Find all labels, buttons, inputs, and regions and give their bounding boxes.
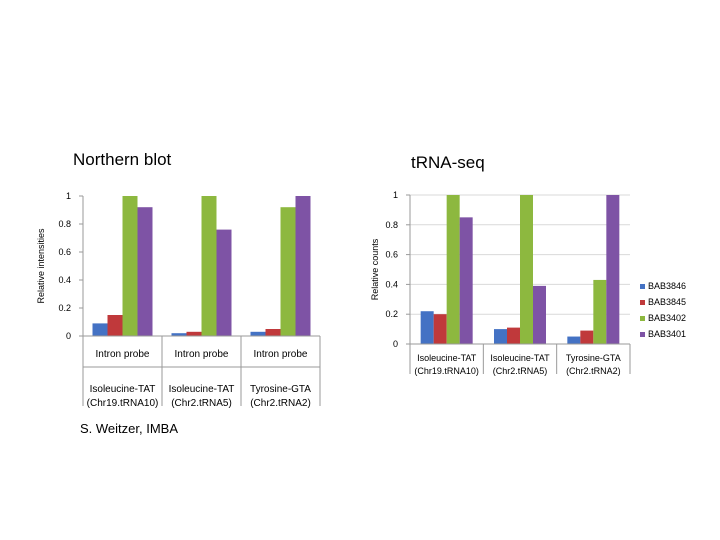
y-tick-label: 1 [393,190,398,200]
y-tick-label: 0.8 [385,220,398,230]
y-tick-label: 0.4 [58,275,71,285]
y-axis-label: Relative counts [370,238,380,300]
category-locus-label: (Chr2.tRNA2) [566,366,621,376]
category-gene-label: Isoleucine-TAT [490,353,550,363]
category-probe-label: Intron probe [254,349,308,360]
northern-blot-title: Northern blot [73,150,172,169]
bar-bab3845 [580,330,594,344]
category-gene-label: Isoleucine-TAT [90,384,156,395]
y-tick-label: 0.4 [385,279,398,289]
category-locus-label: (Chr2.tRNA5) [171,398,232,409]
bar-bab3402 [446,195,460,344]
bar-bab3402 [520,195,533,344]
bar-bab3402 [280,207,296,336]
category-locus-label: (Chr2.tRNA2) [250,398,311,409]
bar-bab3845 [186,331,202,336]
category-probe-label: Intron probe [96,349,150,360]
y-tick-label: 0.6 [385,250,398,260]
y-tick-label: 0 [393,339,398,349]
bar-bab3846 [567,336,581,344]
legend-swatch-bab3402 [640,316,645,321]
y-tick-label: 1 [66,191,71,201]
credit-text: S. Weitzer, IMBA [80,421,179,436]
category-gene-label: Tyrosine-GTA [566,353,621,363]
bar-bab3845 [433,314,447,344]
y-tick-label: 0.8 [58,219,71,229]
legend-swatch-bab3401 [640,332,645,337]
bar-bab3845 [265,329,281,336]
bar-bab3846 [92,323,108,336]
legend-label-bab3845: BAB3845 [648,297,686,307]
bar-bab3401 [606,195,620,344]
y-tick-label: 0 [66,331,71,341]
bar-bab3401 [216,229,232,336]
category-locus-label: (Chr2.tRNA5) [493,366,548,376]
bar-bab3401 [459,217,473,344]
category-gene-label: Isoleucine-TAT [417,353,477,363]
bar-bab3402 [593,279,607,344]
bar-bab3846 [420,311,434,344]
bar-bab3845 [107,315,123,336]
bar-bab3845 [507,327,520,344]
legend-label-bab3402: BAB3402 [648,313,686,323]
y-tick-label: 0.2 [58,303,71,313]
bar-bab3402 [122,196,138,336]
category-probe-label: Intron probe [175,349,229,360]
y-tick-label: 0.6 [58,247,71,257]
legend-label-bab3846: BAB3846 [648,281,686,291]
bar-bab3846 [250,331,266,336]
y-axis-label: Relative intensities [36,228,46,304]
category-gene-label: Isoleucine-TAT [169,384,235,395]
category-locus-label: (Chr19.tRNA10) [87,398,159,409]
bar-bab3846 [171,333,187,336]
bar-bab3401 [137,207,153,336]
bar-bab3402 [201,196,217,336]
bar-bab3401 [533,285,546,344]
category-locus-label: (Chr19.tRNA10) [414,366,479,376]
trna-seq-title: tRNA-seq [411,153,485,172]
legend-swatch-bab3846 [640,284,645,289]
legend-swatch-bab3845 [640,300,645,305]
bar-bab3401 [295,196,311,336]
bar-bab3846 [494,329,507,344]
category-gene-label: Tyrosine-GTA [250,384,311,395]
legend-label-bab3401: BAB3401 [648,329,686,339]
y-tick-label: 0.2 [385,309,398,319]
